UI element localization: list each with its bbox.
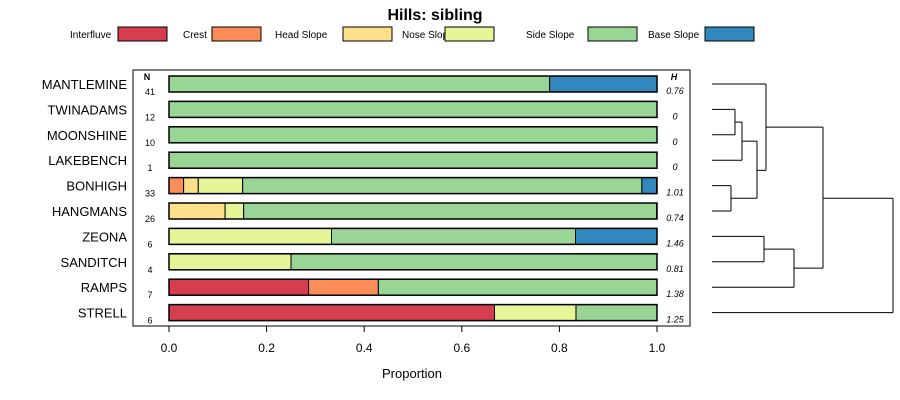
h-value: 0 (672, 162, 677, 172)
row-label: ZEONA (82, 229, 127, 244)
row-label: TWINADAMS (48, 102, 128, 117)
h-value: 1.38 (666, 289, 684, 299)
h-value: 0 (672, 137, 677, 147)
row-label: LAKEBENCH (48, 153, 127, 168)
bar-outline (168, 75, 658, 93)
bar-segment (168, 253, 292, 271)
bar-segment (575, 304, 658, 322)
n-value: 6 (147, 316, 152, 326)
bar-segment (168, 151, 658, 169)
bar-segment (168, 177, 185, 195)
bar-segment (290, 253, 658, 271)
bar-segment (168, 126, 658, 144)
bar-outline (168, 126, 658, 144)
bar-segment (377, 278, 658, 296)
h-value: 0.76 (666, 86, 684, 96)
bar-segment (575, 227, 658, 245)
bar-outline (168, 202, 658, 220)
h-value: 1.46 (666, 238, 684, 248)
x-tick-label: 0.0 (161, 341, 178, 355)
bar-segment (493, 304, 577, 322)
bar-segment (168, 75, 551, 93)
bar-segment (168, 304, 495, 322)
n-value: 1 (147, 163, 152, 173)
bar-segment (183, 177, 199, 195)
bar-outline (168, 176, 658, 195)
x-tick-label: 0.6 (453, 341, 470, 355)
x-axis: 0.0 0.2 0.4 0.6 0.8 1.0 (161, 326, 666, 355)
n-value: 7 (147, 290, 152, 300)
row-label: RAMPS (81, 280, 128, 295)
bar-outline (168, 303, 658, 322)
row-label: BONHIGH (66, 179, 127, 194)
bar-outline (168, 278, 658, 296)
legend-swatch (211, 26, 262, 42)
legend-label: Side Slope (526, 30, 575, 41)
x-tick-label: 0.8 (551, 341, 568, 355)
bar-outline (168, 151, 658, 169)
n-value: 12 (145, 112, 155, 122)
bar-segment (549, 75, 658, 93)
legend-label: Crest (183, 30, 207, 41)
bar-segment (197, 177, 244, 195)
row-label: STRELL (78, 306, 127, 321)
bar-segment (242, 177, 643, 195)
n-value: 10 (145, 138, 155, 148)
legend-label: Head Slope (275, 30, 328, 41)
h-value: 0.74 (666, 213, 684, 223)
h-header: H (671, 72, 678, 82)
n-value: 6 (147, 239, 152, 249)
bar-outline (168, 227, 658, 246)
dendrogram (712, 83, 894, 314)
row-label: SANDITCH (61, 255, 127, 270)
legend-swatch (117, 26, 168, 42)
n-value: 4 (147, 265, 152, 275)
bar-segment (243, 202, 658, 220)
h-value: 0.81 (666, 264, 684, 274)
bar-outline (168, 100, 658, 119)
n-value: 33 (145, 189, 155, 199)
row-label: HANGMANS (52, 204, 127, 219)
n-value: 26 (145, 214, 155, 224)
legend-swatch (444, 26, 495, 42)
x-tick-label: 0.2 (258, 341, 275, 355)
bar-segment (308, 278, 379, 296)
x-tick-label: 1.0 (649, 341, 666, 355)
h-value: 1.01 (666, 188, 684, 198)
x-tick-label: 0.4 (356, 341, 373, 355)
plot-frame (132, 69, 691, 327)
row-label: MOONSHINE (47, 128, 128, 143)
legend-label: Interfluve (70, 30, 112, 41)
bar-segment (168, 278, 310, 296)
bar-outline (168, 253, 658, 271)
chart-title: Hills: sibling (387, 7, 482, 24)
legend-swatch (587, 26, 638, 42)
row-label: MANTLEMINE (42, 77, 128, 92)
bar-segment (168, 227, 333, 245)
bar-segment (641, 177, 658, 195)
bar-segment (168, 202, 226, 220)
h-value: 1.25 (666, 315, 685, 325)
n-header: N (144, 72, 151, 82)
legend-label: Base Slope (648, 30, 700, 41)
bar-segment (331, 227, 577, 245)
legend-label: Nose Slope (402, 30, 454, 41)
legend: Interfluve Crest Head Slope Nose Slope Side … (70, 26, 755, 42)
legend-swatch (342, 26, 393, 42)
x-axis-label: Proportion (382, 366, 442, 381)
n-value: 41 (145, 87, 155, 97)
bar-segment (224, 202, 245, 220)
h-value: 0 (672, 111, 677, 121)
bar-segment (168, 100, 658, 118)
legend-swatch (704, 26, 755, 42)
